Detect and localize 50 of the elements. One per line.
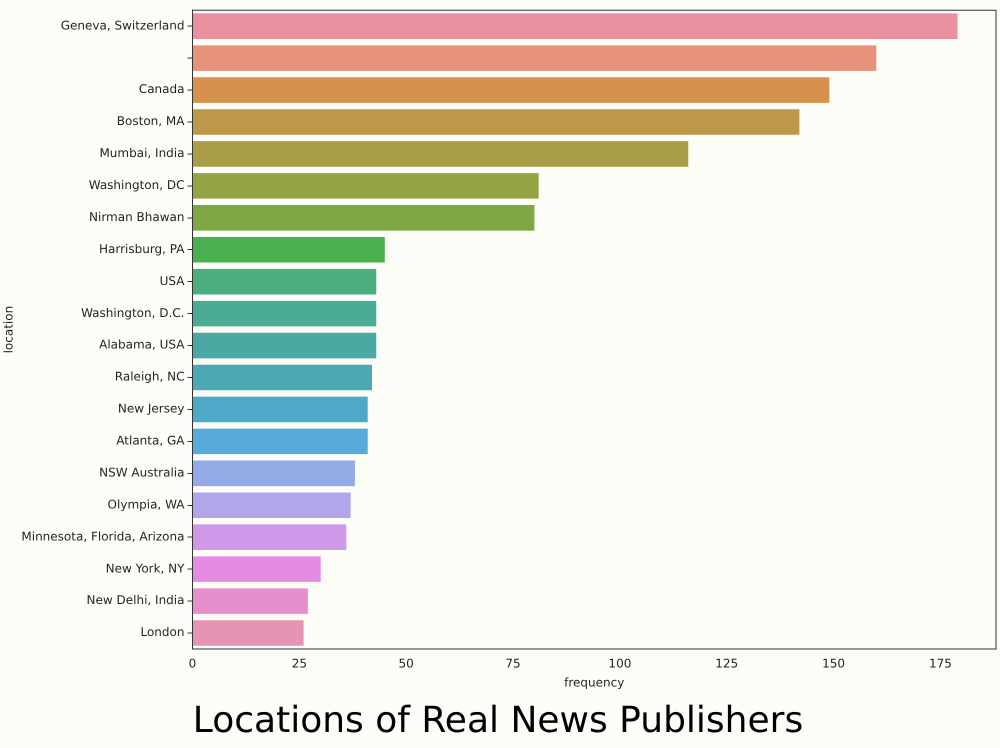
y-tick-label: Canada: [138, 82, 184, 96]
bar: [192, 205, 534, 231]
y-tick-label: Harrisburg, PA: [98, 242, 186, 256]
bar: [192, 620, 304, 646]
bar: [192, 13, 958, 39]
y-tick-label: Boston, MA: [116, 114, 186, 128]
bar: [192, 45, 876, 71]
y-tick-label: Washington, DC: [88, 178, 184, 192]
y-tick-label: Olympia, WA: [108, 497, 186, 512]
bar: [192, 428, 368, 454]
bar: [192, 300, 376, 326]
y-tick-label: Atlanta, GA: [116, 434, 186, 448]
bar: [192, 364, 372, 390]
x-tick-label: 125: [715, 656, 738, 670]
y-tick-label: USA: [160, 274, 186, 288]
bar: [192, 109, 800, 135]
y-tick-label: New York, NY: [106, 561, 186, 576]
y-tick-label: London: [140, 625, 184, 640]
bar: [192, 268, 376, 294]
x-axis-title: frequency: [564, 676, 624, 690]
bar: [192, 588, 308, 614]
y-tick-label: Alabama, USA: [99, 338, 186, 352]
x-tick-label: 100: [608, 656, 632, 670]
y-tick-label: Mumbai, India: [99, 146, 184, 160]
x-tick-label: 50: [398, 656, 414, 670]
bar: [192, 460, 355, 486]
bar: [192, 492, 351, 518]
y-tick-label: Washington, D.C.: [81, 306, 184, 320]
y-tick-label: NSW Australia: [99, 465, 184, 480]
bar: [192, 77, 830, 103]
x-tick-label: 25: [292, 656, 307, 670]
y-axis-title: location: [1, 306, 16, 354]
bar: [192, 524, 346, 550]
bar: [192, 332, 376, 358]
y-tick-label: Geneva, Switzerland: [60, 18, 184, 32]
y-tick-label: New Delhi, India: [86, 593, 184, 608]
y-tick-label: Minnesota, Florida, Arizona: [21, 529, 184, 544]
x-tick-label: 0: [188, 656, 196, 670]
bar: [192, 556, 321, 582]
bar: [192, 141, 688, 167]
x-tick-label: 150: [822, 656, 846, 670]
y-tick-label: Raleigh, NC: [114, 370, 184, 384]
bar: [192, 173, 539, 199]
x-tick-label: 75: [505, 656, 521, 670]
y-tick-label: Nirman Bhawan: [89, 210, 184, 224]
text: Locations of Real News Publishers: [192, 700, 804, 741]
bar: [192, 236, 385, 263]
bar: [192, 396, 368, 422]
x-tick-label: 175: [928, 656, 952, 670]
y-tick-label: New Jersey: [118, 402, 184, 416]
